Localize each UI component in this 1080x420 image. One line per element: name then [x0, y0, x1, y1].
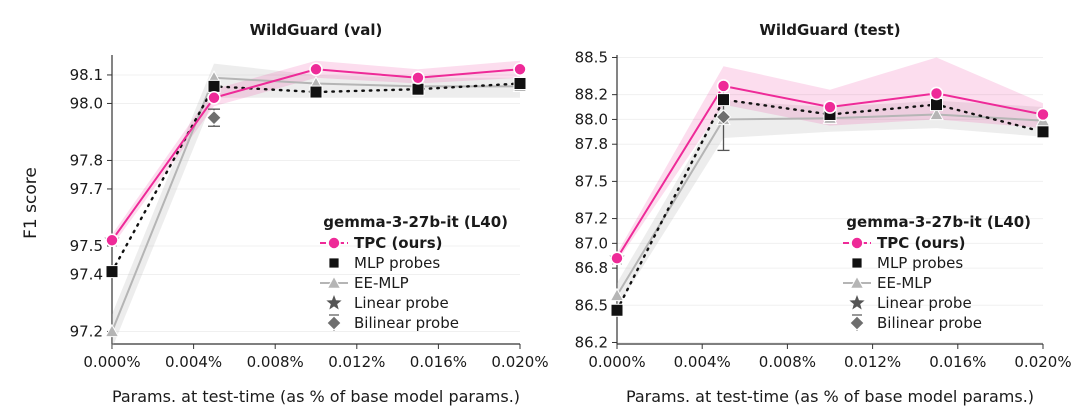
y-tick-label: 88.2 — [575, 86, 608, 104]
mlp-probes-trend-line — [615, 98, 1045, 312]
tpc-ours-point — [513, 62, 527, 77]
tpc-ours-point — [411, 71, 425, 85]
ee-mlp-band — [112, 63, 520, 349]
y-tick-label: 86.8 — [575, 259, 608, 277]
bilinear-probe-point — [715, 109, 732, 125]
legend-label: Linear probe — [877, 294, 972, 312]
y-tick-label: 98.0 — [70, 94, 103, 112]
y-tick-label: 87.8 — [575, 135, 608, 153]
legend-marker-ee-mlp — [849, 275, 865, 289]
legend-marker-ee-mlp — [326, 275, 342, 289]
legend-marker-bilinear-probe — [326, 315, 342, 331]
x-tick-label: 0.020% — [491, 353, 548, 371]
chart-title: WildGuard (val) — [250, 21, 383, 39]
ee-mlp-point — [609, 287, 625, 302]
legend-marker-mlp-probes — [328, 257, 340, 269]
y-tick-label: 97.5 — [70, 237, 103, 255]
x-tick-label: 0.004% — [674, 353, 731, 371]
ee-mlp-band — [617, 100, 1043, 308]
y-tick-label: 97.7 — [70, 180, 103, 198]
legend-marker-bilinear-probe — [849, 315, 865, 331]
legend-marker-tpc-ours — [327, 236, 341, 250]
y-tick-label: 97.8 — [70, 151, 103, 169]
mlp-probes-point — [207, 79, 221, 93]
mlp-probes-point — [309, 85, 323, 99]
legend-marker-linear-probe — [326, 295, 342, 310]
y-tick-label: 97.2 — [70, 322, 103, 340]
legend-label: MLP probes — [354, 254, 440, 272]
mlp-probes-trend-line — [110, 82, 522, 273]
legend-label: Bilinear probe — [354, 314, 459, 332]
tpc-ours-point — [207, 90, 221, 105]
tpc-ours-point — [610, 251, 624, 266]
x-tick-label: 0.000% — [588, 353, 645, 371]
legend-label: MLP probes — [877, 254, 963, 272]
legend-marker-mlp-probes — [851, 257, 863, 269]
y-tick-label: 86.5 — [575, 296, 608, 314]
x-tick-label: 0.000% — [83, 353, 140, 371]
mlp-probes-point — [513, 77, 527, 90]
y-axis-label: F1 score — [21, 167, 41, 239]
legend-marker-tpc-ours — [850, 236, 864, 250]
mlp-probes-point — [1036, 125, 1050, 139]
x-tick-label: 0.020% — [1014, 353, 1071, 371]
mlp-probes-point — [930, 98, 943, 112]
legend: gemma-3-27b-it (L40) TPC (ours) MLP probes… — [320, 213, 508, 332]
x-axis-label: Params. at test-time (as % of base model… — [112, 387, 520, 406]
x-tick-label: 0.016% — [929, 353, 986, 371]
mlp-probes-point — [411, 82, 425, 96]
tpc-ours-band — [112, 60, 520, 247]
ee-mlp-line — [111, 76, 520, 332]
tpc-ours-point — [716, 79, 731, 93]
mlp-probes-point — [105, 265, 119, 279]
y-tick-label: 87.5 — [575, 172, 608, 190]
ee-mlp-point — [929, 106, 944, 121]
tpc-ours-band — [617, 57, 1043, 262]
tpc-ours-point — [929, 86, 944, 101]
tpc-ours-point — [309, 62, 323, 77]
x-tick-label: 0.016% — [410, 353, 467, 371]
x-tick-label: 0.012% — [328, 353, 385, 371]
y-tick-label: 88.0 — [575, 110, 608, 128]
legend: gemma-3-27b-it (L40) TPC (ours) MLP probes… — [843, 213, 1031, 332]
x-tick-label: 0.008% — [247, 353, 304, 371]
tpc-ours-point — [823, 100, 837, 114]
x-tick-label: 0.008% — [759, 353, 816, 371]
y-tick-label: 88.5 — [575, 48, 608, 66]
x-tick-label: 0.004% — [165, 353, 222, 371]
mlp-probes-point — [610, 303, 624, 317]
mlp-probes-point — [717, 93, 730, 107]
y-tick-label: 87.0 — [575, 234, 608, 252]
legend-label: EE-MLP — [877, 274, 932, 292]
x-tick-label: 0.012% — [844, 353, 901, 371]
x-axis-label: Params. at test-time (as % of base model… — [626, 387, 1034, 406]
bilinear-probe-point — [206, 109, 222, 126]
y-tick-label: 98.1 — [70, 66, 103, 84]
y-tick-label: 97.4 — [70, 265, 103, 283]
tpc-ours-point — [105, 233, 119, 248]
y-tick-label: 86.2 — [575, 333, 608, 351]
legend-title: gemma-3-27b-it (L40) — [846, 213, 1031, 231]
y-tick-label: 87.2 — [575, 210, 608, 228]
legend-label: Linear probe — [354, 294, 449, 312]
legend-label: TPC (ours) — [354, 234, 442, 252]
legend-label: Bilinear probe — [877, 314, 982, 332]
legend-label: TPC (ours) — [877, 234, 965, 252]
chart-title: WildGuard (test) — [759, 21, 900, 39]
ee-mlp-point — [104, 323, 120, 338]
legend-label: EE-MLP — [354, 274, 409, 292]
tpc-ours-point — [1036, 107, 1050, 122]
chart-panel-val: WildGuard (val) F1 score Params. at test… — [21, 21, 549, 406]
legend-title: gemma-3-27b-it (L40) — [323, 213, 508, 231]
chart-panel-test: WildGuard (test) Params. at test-time (a… — [575, 21, 1072, 406]
legend-marker-linear-probe — [849, 295, 865, 310]
